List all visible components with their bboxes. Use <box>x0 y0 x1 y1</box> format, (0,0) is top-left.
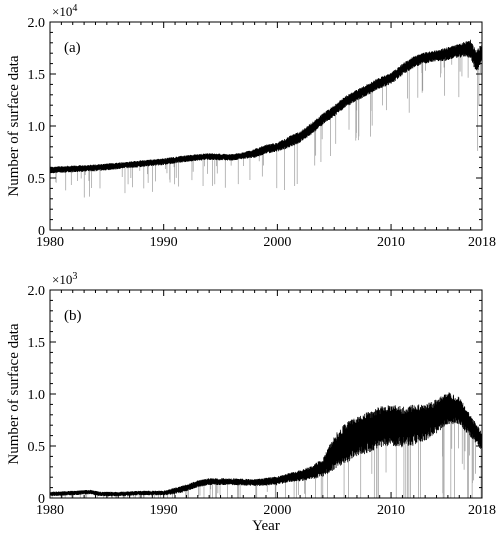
plot-frame <box>49 289 483 499</box>
x-tick-label: 1990 <box>150 503 178 518</box>
y-tick-label: 0.5 <box>28 440 46 455</box>
y-tick-label: 0 <box>38 224 45 239</box>
x-tick-label: 1980 <box>36 503 64 518</box>
y-multiplier: ×103 <box>52 271 77 287</box>
panel-label: (b) <box>64 308 82 324</box>
plot-frame <box>49 21 483 231</box>
x-tick-label: 1990 <box>150 235 178 250</box>
y-tick-label: 1.0 <box>28 120 46 135</box>
series-dropouts <box>55 48 481 198</box>
y-tick-label: 2.0 <box>28 16 46 31</box>
panel-label: (a) <box>64 40 81 56</box>
series-line-0 <box>50 39 482 198</box>
x-tick-label: 1980 <box>36 235 64 250</box>
x-tick-label: 2000 <box>263 503 291 518</box>
y-multiplier: ×104 <box>52 3 77 19</box>
y-axis-label: Number of surface data <box>6 55 22 197</box>
x-tick-label: 2010 <box>377 503 405 518</box>
y-tick-label: 1.5 <box>28 68 46 83</box>
y-tick-label: 0.5 <box>28 172 46 187</box>
x-axis-label: Year <box>252 518 280 534</box>
x-tick-label: 2010 <box>377 235 405 250</box>
y-tick-label: 1.0 <box>28 388 46 403</box>
panel-a: 1980 1990 2000 2010 2018 0 0.5 1.0 1.5 2.0 ×104 (a)… <box>6 3 496 250</box>
series-mean-line <box>50 46 482 171</box>
x-tick-label: 2018 <box>468 503 496 518</box>
panel-b: 1980 1990 2000 2010 2018 0 0.5 1.0 1.5 2.0 ×103 (b)… <box>6 271 496 534</box>
y-tick-label: 1.5 <box>28 336 46 351</box>
series-line-0 <box>50 392 482 498</box>
x-tick-label: 2000 <box>263 235 291 250</box>
y-tick-label: 0 <box>38 492 45 507</box>
series-mean-line <box>50 405 482 495</box>
y-tick-label: 2.0 <box>28 284 46 299</box>
x-tick-label: 2018 <box>468 235 496 250</box>
y-axis-label: Number of surface data <box>6 323 22 465</box>
